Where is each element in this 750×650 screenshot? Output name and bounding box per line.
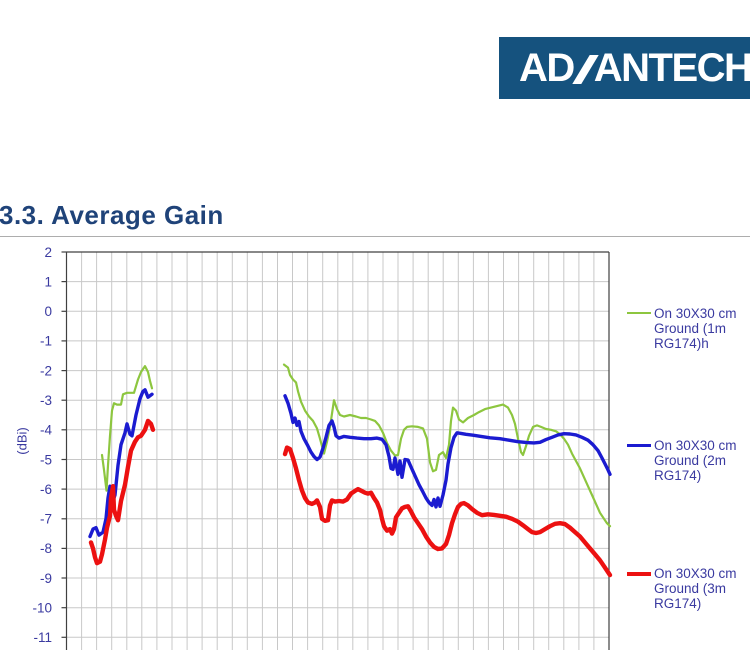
y-tick-label: -6 xyxy=(40,482,52,497)
y-tick-label: -2 xyxy=(40,363,52,378)
y-tick-label: -8 xyxy=(40,541,52,556)
legend-label-3m: On 30X30 cm Ground (3m RG174) xyxy=(654,566,737,611)
chart-area-border xyxy=(0,236,750,237)
chart-legend: On 30X30 cm Ground (1m RG174)h On 30X30 … xyxy=(627,0,750,650)
y-tick-label: -1 xyxy=(40,334,52,349)
y-tick-label: -10 xyxy=(32,601,52,616)
legend-line-sample-red xyxy=(627,572,651,576)
y-tick-label: -4 xyxy=(40,423,52,438)
legend-line-sample-blue xyxy=(627,444,651,447)
y-tick-label: -11 xyxy=(33,630,52,645)
legend-entry-3m: On 30X30 cm Ground (3m RG174) xyxy=(627,566,750,611)
legend-label-2m: On 30X30 cm Ground (2m RG174) xyxy=(654,438,737,483)
y-tick-label: 0 xyxy=(44,304,52,319)
y-tick-label: -3 xyxy=(40,393,52,408)
legend-entry-1m: On 30X30 cm Ground (1m RG174)h xyxy=(627,306,750,351)
y-tick-label: 1 xyxy=(44,274,52,289)
legend-entry-2m: On 30X30 cm Ground (2m RG174) xyxy=(627,438,750,483)
legend-line-sample-green xyxy=(627,312,651,314)
y-axis-title: (dBi) xyxy=(14,427,30,455)
legend-label-1m: On 30X30 cm Ground (1m RG174)h xyxy=(654,306,737,351)
advantech-logo-text: AD ANTECH xyxy=(499,37,750,99)
logo-text-post: ANTECH xyxy=(593,46,750,90)
y-tick-label: 2 xyxy=(44,245,52,260)
series-line-1m xyxy=(100,365,154,492)
series-line-2m xyxy=(88,388,154,539)
y-tick-label: -9 xyxy=(40,571,52,586)
y-tick-label: -5 xyxy=(40,452,52,467)
series-line-2m xyxy=(283,394,612,509)
logo-text-pre: AD xyxy=(519,46,575,90)
series-line-3m xyxy=(282,445,613,578)
section-heading: 3.3. Average Gain xyxy=(0,200,224,230)
y-tick-label: -7 xyxy=(40,512,52,527)
advantech-logo: AD ANTECH xyxy=(499,37,750,99)
series-line-3m xyxy=(88,418,156,566)
